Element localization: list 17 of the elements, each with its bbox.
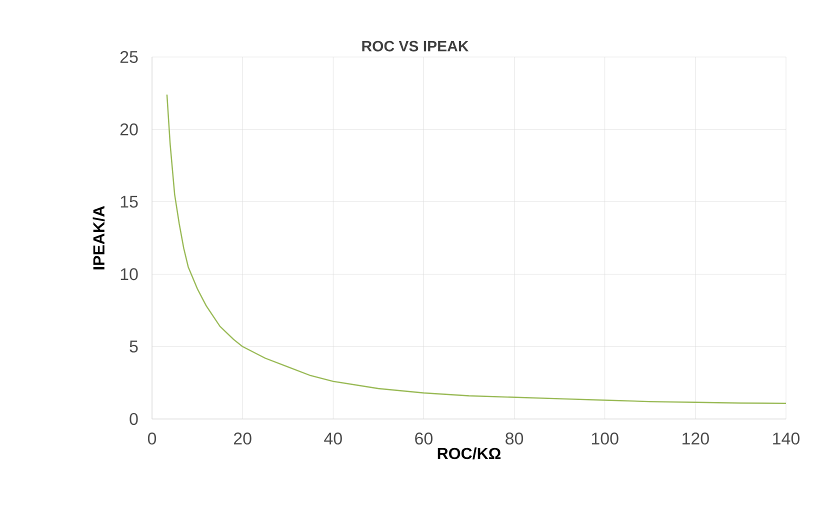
x-tick-label: 20 [234,432,252,445]
y-tick-label: 15 [120,196,138,208]
y-tick-label: 0 [130,412,138,426]
x-tick-label: 60 [415,432,433,445]
y-tick-label: 25 [120,50,138,64]
x-axis-title: ROC/KΩ [438,447,501,460]
x-tick-label: 100 [592,432,618,445]
x-tick-label: 80 [506,432,524,445]
y-tick-label: 5 [130,340,138,353]
y-tick-label: 20 [120,123,138,136]
y-tick-label: 10 [120,268,138,280]
x-tick-label: 40 [324,432,342,445]
y-axis-title: IPEAK/A [92,206,105,270]
chart-title: ROC VS IPEAK [362,40,469,52]
x-tick-label: 0 [148,432,156,445]
x-tick-label: 120 [682,432,709,445]
x-tick-label: 140 [773,432,800,445]
